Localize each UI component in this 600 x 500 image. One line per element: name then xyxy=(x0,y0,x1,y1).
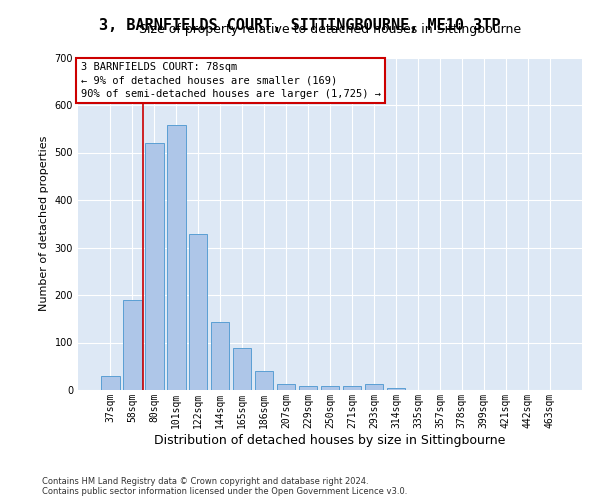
Bar xyxy=(255,371,274,390)
Bar xyxy=(123,300,142,390)
Bar xyxy=(277,384,295,390)
Bar xyxy=(320,386,340,390)
X-axis label: Distribution of detached houses by size in Sittingbourne: Distribution of detached houses by size … xyxy=(154,434,506,446)
Text: Contains HM Land Registry data © Crown copyright and database right 2024.: Contains HM Land Registry data © Crown c… xyxy=(42,477,368,486)
Title: Size of property relative to detached houses in Sittingbourne: Size of property relative to detached ho… xyxy=(139,22,521,36)
Text: 3 BARNFIELDS COURT: 78sqm
← 9% of detached houses are smaller (169)
90% of semi-: 3 BARNFIELDS COURT: 78sqm ← 9% of detach… xyxy=(80,62,380,99)
Bar xyxy=(101,376,119,390)
Bar xyxy=(343,386,361,390)
Bar xyxy=(365,384,383,390)
Bar xyxy=(145,143,164,390)
Bar xyxy=(189,234,208,390)
Bar xyxy=(233,348,251,390)
Bar xyxy=(167,125,185,390)
Bar xyxy=(211,322,229,390)
Text: Contains public sector information licensed under the Open Government Licence v3: Contains public sector information licen… xyxy=(42,487,407,496)
Bar xyxy=(299,386,317,390)
Y-axis label: Number of detached properties: Number of detached properties xyxy=(39,136,49,312)
Bar xyxy=(386,388,405,390)
Text: 3, BARNFIELDS COURT, SITTINGBOURNE, ME10 3TP: 3, BARNFIELDS COURT, SITTINGBOURNE, ME10… xyxy=(99,18,501,32)
